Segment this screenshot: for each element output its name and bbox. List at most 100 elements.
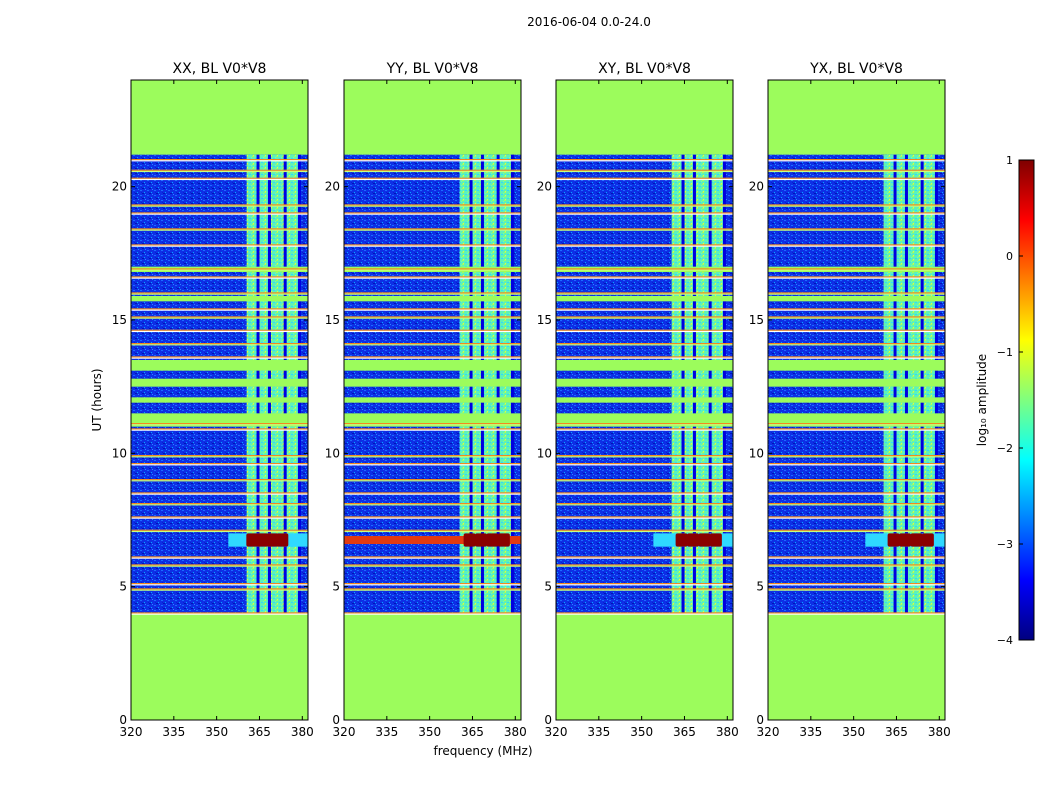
rfi-line xyxy=(344,556,521,558)
rfi-line xyxy=(768,316,945,318)
y-tick-label: 20 xyxy=(749,180,764,194)
rfi-line-companion xyxy=(768,480,945,482)
x-axis-label: frequency (MHz) xyxy=(433,744,532,758)
saturated-cell xyxy=(698,533,711,547)
y-axis-label: UT (hours) xyxy=(90,368,104,431)
x-tick-label: 365 xyxy=(673,725,696,739)
flagged-row xyxy=(131,378,308,387)
rfi-line xyxy=(344,292,521,294)
saturated-cell xyxy=(276,533,289,547)
rfi-line xyxy=(768,503,945,505)
colorbar-label: log₁₀ amplitude xyxy=(975,354,989,446)
rfi-line-companion xyxy=(768,205,945,207)
rfi-line xyxy=(131,463,308,465)
rfi-line xyxy=(768,455,945,457)
rfi-line xyxy=(344,204,521,206)
rfi-line xyxy=(556,455,733,457)
rfi-line-companion xyxy=(768,245,945,247)
rfi-line-companion xyxy=(344,480,521,482)
rfi-line-companion xyxy=(344,160,521,162)
rfi-line xyxy=(768,343,945,345)
rfi-line-companion xyxy=(768,429,945,431)
flagged-row xyxy=(344,360,521,371)
rfi-line xyxy=(768,492,945,494)
panel-title: XX, BL V0*V8 xyxy=(173,61,267,77)
rfi-line-companion xyxy=(131,557,308,559)
rfi-line xyxy=(768,308,945,310)
saturated-cell xyxy=(709,533,722,547)
panel-title: YX, BL V0*V8 xyxy=(809,61,903,77)
saturated-cell xyxy=(266,533,279,547)
x-tick-label: 320 xyxy=(545,725,568,739)
rfi-line-companion xyxy=(768,565,945,567)
rfi-line xyxy=(344,276,521,278)
rfi-line xyxy=(768,556,945,558)
rfi-line xyxy=(768,244,945,246)
rfi-line xyxy=(768,428,945,430)
rfi-line-companion xyxy=(768,530,945,533)
rfi-line-companion xyxy=(131,517,308,519)
rfi-line-companion xyxy=(556,344,733,346)
saturated-cell xyxy=(463,533,476,547)
rfi-line-companion xyxy=(344,613,521,615)
x-tick-label: 380 xyxy=(291,725,314,739)
rfi-line-companion xyxy=(344,229,521,231)
rfi-line-companion xyxy=(344,429,521,431)
colorbar-tick-label: −1 xyxy=(997,346,1013,359)
rfi-line xyxy=(131,159,308,161)
rfi-line-companion xyxy=(556,317,733,319)
rfi-line-companion xyxy=(131,213,308,215)
rfi-line-companion xyxy=(344,344,521,346)
rfi-line xyxy=(556,423,733,425)
rfi-line xyxy=(556,268,733,270)
rfi-line-companion xyxy=(131,424,308,426)
rfi-line-companion xyxy=(556,613,733,615)
rfi-line xyxy=(768,463,945,465)
rfi-line-companion xyxy=(131,357,308,359)
x-tick-label: 365 xyxy=(885,725,908,739)
rfi-line-companion xyxy=(768,493,945,495)
saturated-cell xyxy=(246,533,259,547)
rfi-line xyxy=(556,463,733,465)
rfi-line-companion xyxy=(344,584,521,586)
rfi-line-companion xyxy=(768,213,945,215)
rfi-line xyxy=(768,228,945,230)
rfi-line xyxy=(344,479,521,481)
rfi-line xyxy=(556,479,733,481)
flagged-row xyxy=(768,378,945,387)
saturated-cell xyxy=(486,533,499,547)
colorbar-tick-label: −2 xyxy=(997,442,1013,455)
rfi-line xyxy=(344,268,521,270)
rfi-line-companion xyxy=(344,309,521,311)
flagged-row xyxy=(556,378,733,387)
rfi-line-companion xyxy=(344,357,521,359)
rfi-line xyxy=(344,316,521,318)
rfi-line xyxy=(131,244,308,246)
flagged-row xyxy=(344,378,521,387)
rfi-line-companion xyxy=(768,160,945,162)
rfi-line xyxy=(556,428,733,430)
rfi-line xyxy=(556,516,733,518)
colorbar-ticks: 1 0 −1 −2 −3 −4 xyxy=(997,154,1023,647)
rfi-line xyxy=(344,356,521,358)
rfi-line xyxy=(344,612,521,614)
rfi-line xyxy=(344,308,521,310)
rfi-line xyxy=(344,455,521,457)
rfi-line-companion xyxy=(556,309,733,311)
rfi-line xyxy=(768,588,945,590)
x-tick-label: 335 xyxy=(162,725,185,739)
rfi-line-companion xyxy=(768,277,945,279)
rfi-line xyxy=(131,516,308,518)
flagged-row xyxy=(556,296,733,302)
rfi-line-companion xyxy=(344,213,521,215)
rfi-line-companion xyxy=(131,565,308,567)
flagged-row xyxy=(131,360,308,371)
rfi-line xyxy=(344,423,521,425)
x-tick-label: 365 xyxy=(248,725,271,739)
rfi-line-companion xyxy=(556,293,733,295)
rfi-line-companion xyxy=(131,293,308,295)
panel-title: XY, BL V0*V8 xyxy=(598,61,691,77)
x-tick-label: 350 xyxy=(205,725,228,739)
